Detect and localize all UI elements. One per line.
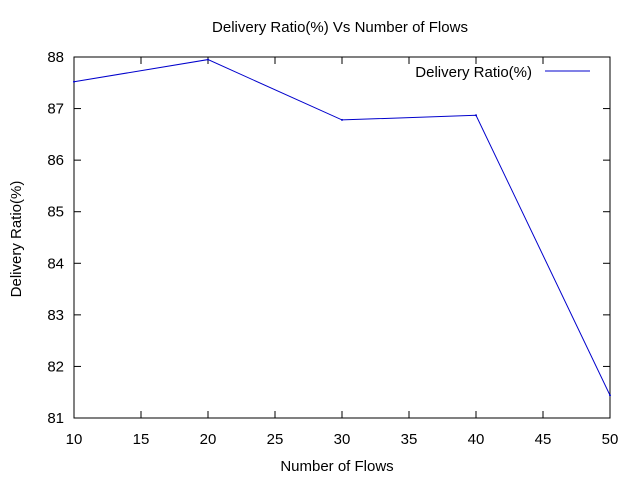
data-point (73, 80, 75, 83)
y-axis-label: Delivery Ratio(%) (8, 181, 25, 298)
legend: Delivery Ratio(%) (415, 64, 590, 81)
y-tick-label: 88 (47, 49, 64, 66)
y-tick-label: 81 (47, 410, 64, 427)
y-tick-label: 84 (47, 255, 64, 272)
y-tick-label: 87 (47, 101, 64, 118)
x-axis-ticks: 10 15 20 25 30 35 40 45 50 (66, 57, 619, 448)
x-tick-label: 20 (200, 431, 217, 448)
plot-area-border (73, 56, 611, 419)
x-tick-label: 45 (535, 431, 552, 448)
y-tick-label: 85 (47, 204, 64, 221)
chart-title: Delivery Ratio(%) Vs Number of Flows (212, 19, 468, 36)
data-point (475, 114, 477, 117)
x-axis-label: Number of Flows (280, 458, 393, 475)
data-point (609, 394, 611, 397)
x-tick-label: 30 (334, 431, 351, 448)
y-axis-ticks: 81 82 83 84 85 86 87 88 (47, 49, 610, 427)
x-tick-label: 50 (602, 431, 619, 448)
x-tick-label: 25 (267, 431, 284, 448)
y-tick-label: 82 (47, 358, 64, 375)
x-tick-label: 35 (401, 431, 418, 448)
data-point (207, 58, 209, 61)
x-tick-label: 40 (468, 431, 485, 448)
y-tick-label: 86 (47, 152, 64, 169)
series-layer (73, 58, 611, 397)
series-line (73, 59, 611, 396)
x-tick-label: 15 (133, 431, 150, 448)
data-point (341, 118, 343, 121)
legend-series-label: Delivery Ratio(%) (415, 64, 532, 81)
y-tick-label: 83 (47, 307, 64, 324)
x-tick-label: 10 (66, 431, 83, 448)
